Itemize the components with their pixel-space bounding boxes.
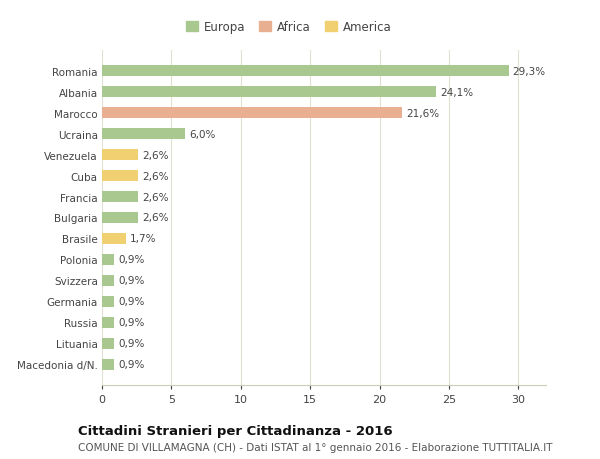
Text: 2,6%: 2,6% (142, 192, 169, 202)
Bar (102, 191, 138, 203)
Bar (102, 338, 115, 349)
Bar (102, 129, 185, 140)
Bar (102, 359, 115, 370)
Bar (102, 170, 138, 182)
Bar (102, 150, 138, 161)
Text: 29,3%: 29,3% (513, 67, 546, 77)
Bar (102, 254, 115, 266)
Bar (102, 317, 115, 329)
Text: 0,9%: 0,9% (119, 255, 145, 265)
Text: 0,9%: 0,9% (119, 339, 145, 349)
Text: 24,1%: 24,1% (440, 87, 473, 97)
Text: 2,6%: 2,6% (142, 171, 169, 181)
Text: COMUNE DI VILLAMAGNA (CH) - Dati ISTAT al 1° gennaio 2016 - Elaborazione TUTTITA: COMUNE DI VILLAMAGNA (CH) - Dati ISTAT a… (78, 442, 553, 452)
Text: 0,9%: 0,9% (119, 297, 145, 307)
Text: 1,7%: 1,7% (130, 234, 156, 244)
Bar (102, 87, 436, 98)
Text: 0,9%: 0,9% (119, 359, 145, 369)
Bar (102, 233, 125, 245)
Bar (102, 212, 138, 224)
Text: 2,6%: 2,6% (142, 150, 169, 160)
Text: 0,9%: 0,9% (119, 318, 145, 328)
Bar (102, 296, 115, 308)
Text: 0,9%: 0,9% (119, 276, 145, 286)
Legend: Europa, Africa, America: Europa, Africa, America (181, 16, 396, 39)
Bar (102, 275, 115, 286)
Text: Cittadini Stranieri per Cittadinanza - 2016: Cittadini Stranieri per Cittadinanza - 2… (78, 425, 392, 437)
Bar (102, 107, 402, 119)
Text: 6,0%: 6,0% (190, 129, 216, 139)
Bar (102, 66, 509, 77)
Text: 21,6%: 21,6% (406, 108, 439, 118)
Text: 2,6%: 2,6% (142, 213, 169, 223)
